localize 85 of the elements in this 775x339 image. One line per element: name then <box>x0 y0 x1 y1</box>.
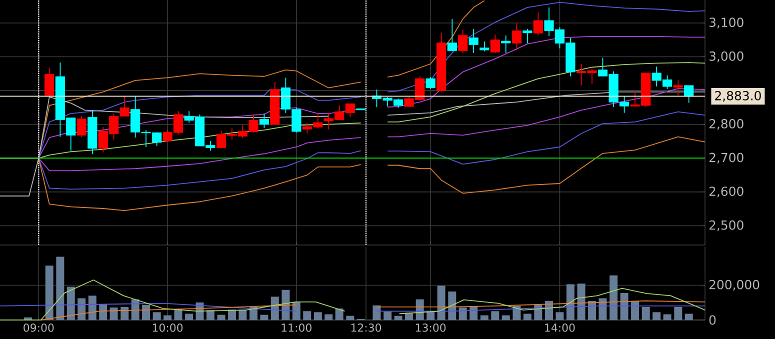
bar <box>238 310 247 320</box>
y-tick-label: 3,000 <box>709 51 744 62</box>
candlestick <box>480 41 490 52</box>
bar <box>120 306 129 320</box>
x-tick-label: 09:00 <box>24 324 54 332</box>
bar <box>303 311 312 320</box>
x-tick-label: 14:00 <box>545 324 575 332</box>
bar <box>372 305 381 320</box>
bar <box>142 304 150 320</box>
bar <box>480 315 488 320</box>
bar <box>110 307 118 320</box>
bar <box>292 302 300 320</box>
y-tick-label: 3,100 <box>709 18 744 28</box>
bar <box>152 312 161 320</box>
ref-line-label: 2,883.0 <box>715 90 761 102</box>
bar <box>206 310 214 320</box>
bar <box>674 306 682 320</box>
bar <box>631 300 640 320</box>
bar <box>99 304 108 320</box>
x-tick-label: 11:00 <box>282 324 312 332</box>
candlestick <box>512 22 522 50</box>
line-series <box>376 300 706 308</box>
line-series <box>398 288 706 314</box>
y-tick-label: 200,000 <box>709 280 760 291</box>
candlestick <box>684 85 694 104</box>
bar <box>346 316 354 320</box>
bar <box>394 316 402 320</box>
y-tick-label: 2,800 <box>709 119 744 130</box>
candlestick <box>426 76 436 90</box>
bar <box>684 314 693 320</box>
candlestick <box>447 18 457 52</box>
bar <box>556 312 564 320</box>
bar <box>566 284 574 320</box>
bar <box>523 314 532 320</box>
bar <box>502 315 510 320</box>
bar <box>66 286 75 320</box>
candlestick <box>259 113 269 129</box>
y-tick-label: 2,500 <box>709 220 744 232</box>
candlestick <box>458 29 468 54</box>
bar <box>260 314 268 320</box>
bar <box>663 314 672 320</box>
bar <box>458 307 467 320</box>
line-series <box>387 0 485 78</box>
y-tick-label: 2,600 <box>709 186 744 198</box>
bar <box>324 314 333 320</box>
bar <box>384 312 392 320</box>
bar <box>577 284 586 320</box>
line-series <box>387 91 706 116</box>
bar <box>588 300 596 320</box>
bar <box>282 290 290 320</box>
candlestick <box>44 68 54 96</box>
y-tick-label: 2,700 <box>709 152 744 164</box>
candlestick <box>468 28 478 54</box>
bar <box>78 298 86 320</box>
candlestick <box>533 12 543 36</box>
line-series <box>387 62 706 122</box>
bar <box>185 314 194 320</box>
bar <box>217 314 226 320</box>
candlestick <box>673 80 683 96</box>
bar <box>335 308 344 320</box>
bar <box>610 275 618 320</box>
bar <box>437 286 446 320</box>
x-tick-label: 13:00 <box>416 324 446 332</box>
bar <box>642 306 650 320</box>
bar <box>45 266 54 320</box>
bar <box>131 299 140 320</box>
bar <box>314 312 322 320</box>
candlestick <box>76 116 86 138</box>
bar <box>620 293 628 320</box>
candlestick <box>522 28 532 44</box>
line-series <box>387 111 706 165</box>
bar <box>56 256 64 320</box>
x-tick-label: 12:30 <box>351 324 382 332</box>
bar <box>228 310 236 320</box>
bar <box>448 291 456 320</box>
bar <box>598 298 607 320</box>
bar <box>88 296 96 320</box>
bar <box>491 311 500 320</box>
bar <box>164 315 172 320</box>
line-series <box>387 136 706 194</box>
x-tick-label: 10:00 <box>152 324 183 332</box>
line-series <box>387 88 706 138</box>
bar <box>652 312 661 320</box>
y-tick-label: 0 <box>709 315 716 325</box>
candlestick <box>490 34 500 54</box>
